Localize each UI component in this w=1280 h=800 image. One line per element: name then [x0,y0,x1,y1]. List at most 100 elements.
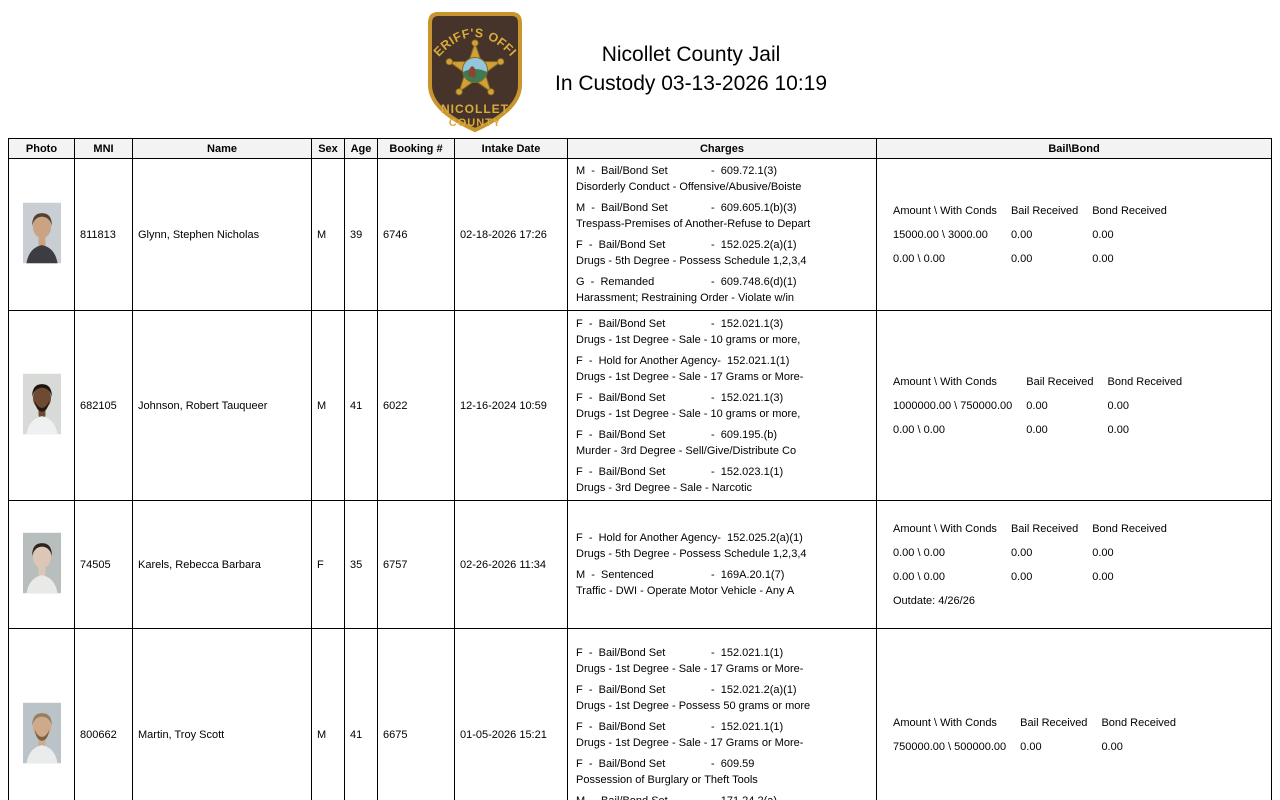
charge-description: Possession of Burglary or Theft Tools [576,773,758,786]
photo-cell [8,158,75,311]
charge-item: F - Bail/Bond Set - 152.021.1(1) Drugs - 1… [576,719,874,751]
charge-statute-number: - 169A.20.1(7) [711,569,785,581]
bail-received-value: 0.00 [1010,570,1033,583]
bail-bond-cell: Amount \ With Conds Bail Received Bond Rec… [876,628,1272,800]
mni-cell: 682105 [74,310,133,501]
charge-level-status: F - Bail/Bond Set [576,720,666,733]
charge-statute-number: - 609.72.1(3) [711,165,778,177]
charge-level-status: F - Hold for Another Agency [576,532,718,544]
charge-item: F - Bail/Bond Set - 152.021.1(3) Drugs - 1… [576,390,874,422]
mni-cell: 811813 [74,158,133,311]
column-header-bail-bond: Bail\Bond [876,138,1272,159]
bail-bond-table: Amount \ With Conds Bail Received Bond Rec… [893,715,1269,755]
charge-description: Drugs - 1st Degree - Possess 50 grams or… [576,699,811,712]
bail-amount-value: 0.00 \ 0.00 [893,423,945,436]
column-header-name: Name [132,138,312,159]
mugshot-photo [22,532,61,594]
charge-description: Drugs - 1st Degree - Sale - 10 grams or … [576,407,801,420]
column-header-intake-date: Intake Date [454,138,568,159]
booking-number-cell: 6022 [377,310,455,501]
bail-amount-value: 0.00 \ 0.00 [893,252,945,265]
bond-received-value: 0.00 [1101,740,1123,753]
report-title: Nicollet County Jail [601,43,781,66]
sheriff-badge-logo: SHERIFF'S OFFICE NICOLLET COUNTY [427,11,522,133]
bail-received-value: 0.00 [1020,740,1042,753]
charges-cell: F - Bail/Bond Set - 152.021.1(3) Drugs - 1… [567,310,877,501]
bond-received-value: 0.00 [1092,228,1114,241]
charge-description: Traffic - DWI - Operate Motor Vehicle - … [576,585,795,597]
custody-table: Photo MNI Name Sex Age Booking # Intake … [8,138,1272,800]
bail-received-value: 0.00 [1010,546,1033,559]
charges-cell: F - Hold for Another Agency- 152.025.2(a… [567,500,877,629]
age-cell: 41 [344,310,378,501]
column-header-sex: Sex [311,138,345,159]
charge-item: F - Bail/Bond Set - 152.025.2(a)(1) Drugs … [576,237,874,269]
charge-statute-line: F - Hold for Another Agency- 152.025.2(a… [576,530,874,546]
column-header-age: Age [344,138,378,159]
charge-level-status: F - Bail/Bond Set [576,646,666,659]
photo-cell [8,310,75,501]
charge-description: Murder - 3rd Degree - Sell/Give/Distribu… [576,444,797,457]
bail-amount-value: 0.00 \ 0.00 [893,570,945,583]
charge-description: Drugs - 5th Degree - Possess Schedule 1,… [576,255,807,267]
bond-received-value: 0.00 [1092,570,1114,583]
bail-bond-cell: Amount \ With Conds Bail Received Bond Rec… [876,158,1272,311]
charge-level-status: F - Bail/Bond Set [576,465,666,478]
charge-level-status: G - Remanded [576,276,655,288]
bail-column-header: Bail Received [1020,716,1088,729]
charge-level-status: M - Sentenced [576,569,654,581]
name-cell: Glynn, Stephen Nicholas [132,158,312,311]
badge-name-line1: NICOLLET [441,102,509,116]
charge-level-status: F - Bail/Bond Set [576,683,666,696]
charge-item: M - Bail/Bond Set- 171.24.2(a)Traffic - … [576,793,874,800]
booking-number-cell: 6675 [377,628,455,800]
mugshot-photo [22,373,61,435]
charge-statute-number: - 152.021.1(1) [711,646,784,659]
charge-statute-number: - 152.021.1(3) [711,317,784,330]
charge-statute-line: M - Sentenced - 169A.20.1(7) [576,567,874,583]
intake-date-cell: 02-18-2026 17:26 [454,158,568,311]
sex-cell: M [311,628,345,800]
mni-cell: 74505 [74,500,133,629]
inmate-row: 811813 Glynn, Stephen Nicholas M 39 6746… [8,158,1272,311]
bail-bond-table: Amount \ With Conds Bail Received Bond Rec… [893,203,1269,267]
age-cell: 41 [344,628,378,800]
bail-bond-cell: Amount \ With Conds Bail Received Bond Rec… [876,500,1272,629]
booking-number-cell: 6746 [377,158,455,311]
report-subtitle: In Custody 03-13-2026 10:19 [554,72,828,95]
charges-cell: F - Bail/Bond Set - 152.021.1(1) Drugs - 1… [567,628,877,800]
badge-star [445,39,505,96]
sex-cell: M [311,310,345,501]
bond-received-value: 0.00 [1107,399,1129,412]
bond-received-value: 0.00 [1092,252,1114,265]
charge-statute-number: - 152.021.2(a)(1) [711,683,797,696]
charge-statute-number: - 152.021.1(1) [717,354,790,367]
bail-amount-value: 1000000.00 \ 750000.00 [893,399,1013,412]
charge-item: F - Bail/Bond Set - 609.195.(b) Murder - 3… [576,427,874,459]
charge-statute-line: F - Bail/Bond Set - 152.021.2(a)(1) [576,682,874,698]
bail-bond-cell: Amount \ With Conds Bail Received Bond Rec… [876,310,1272,501]
bail-column-header: Bail Received [1010,522,1079,535]
photo-cell [8,628,75,800]
bail-bond-table: Amount \ With Conds Bail Received Bond Rec… [893,374,1269,438]
column-header-mni: MNI [74,138,133,159]
charge-level-status: M - Bail/Bond Set [576,202,668,214]
bail-column-header: Bail Received [1010,204,1079,217]
report-titles: Nicollet County Jail In Custody 03-13-20… [102,40,1280,98]
charge-description: Drugs - 5th Degree - Possess Schedule 1,… [576,548,807,560]
name-cell: Martin, Troy Scott [132,628,312,800]
sex-cell: F [311,500,345,629]
column-header-photo: Photo [8,138,75,159]
charge-description: Disorderly Conduct - Offensive/Abusive/B… [576,181,802,193]
charge-statute-line: F - Bail/Bond Set - 152.021.1(3) [576,390,874,406]
charge-statute-line: M - Bail/Bond Set - 609.72.1(3) [576,163,874,179]
bail-received-value: 0.00 [1010,252,1033,265]
bail-bond-table: Amount \ With Conds Bail Received Bond Rec… [893,521,1269,585]
charge-statute-number: - 609.748.6(d)(1) [711,276,797,288]
bail-column-header: Bond Received [1092,522,1167,535]
charge-statute-number: - 609.605.1(b)(3) [711,202,797,214]
report-header: SHERIFF'S OFFICE NICOLLET COUNTY Nicolle… [0,0,1280,138]
charge-statute-line: G - Remanded - 609.748.6(d)(1) [576,274,874,290]
charge-description: Drugs - 1st Degree - Sale - 17 Grams or … [576,736,804,749]
